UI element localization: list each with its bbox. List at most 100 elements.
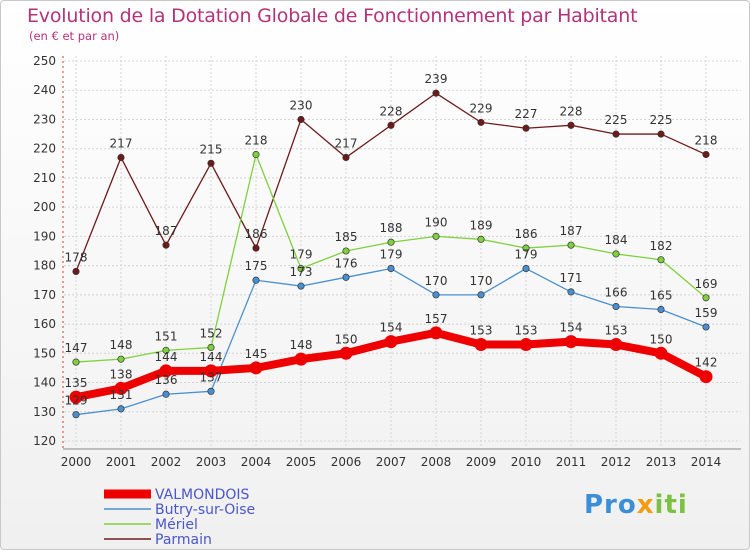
y-tick-label: 130 [33, 405, 56, 419]
data-point [432, 89, 440, 97]
data-point [207, 387, 215, 395]
data-label: 169 [695, 277, 718, 291]
data-label: 138 [110, 367, 133, 381]
data-point [654, 346, 668, 360]
x-tick-label: 2002 [151, 455, 182, 469]
data-labels: 178 217 187 215 186 230 217 228 239 229 227 228 225 2… [65, 72, 718, 408]
data-label: 185 [335, 230, 358, 244]
data-label: 179 [290, 248, 313, 262]
data-point [207, 159, 215, 167]
data-point [162, 241, 170, 249]
y-tick-label: 250 [33, 54, 56, 68]
data-point [162, 390, 170, 398]
data-point [252, 150, 260, 159]
data-point [297, 282, 305, 290]
data-point [429, 326, 443, 340]
data-point [204, 364, 218, 378]
data-point [657, 256, 665, 264]
data-label: 182 [650, 239, 673, 253]
data-label: 228 [380, 104, 403, 118]
data-label: 148 [110, 338, 133, 352]
data-label: 136 [155, 373, 178, 387]
x-tick-label: 2011 [556, 455, 587, 469]
data-point [609, 338, 623, 352]
data-label: 176 [335, 256, 358, 270]
data-point [207, 343, 215, 352]
data-label: 150 [335, 332, 358, 346]
data-label: 153 [470, 324, 493, 338]
data-label: 175 [245, 259, 268, 273]
data-point [72, 411, 80, 419]
data-label: 229 [470, 101, 493, 115]
data-point [117, 153, 125, 162]
data-label: 239 [425, 72, 448, 86]
x-tick-label: 2008 [421, 455, 452, 469]
data-label: 142 [695, 356, 718, 370]
data-point [477, 291, 485, 299]
data-point [702, 294, 710, 302]
data-label: 153 [515, 324, 538, 338]
data-label: 187 [560, 224, 583, 238]
data-label: 184 [605, 233, 628, 247]
data-label: 166 [605, 286, 628, 300]
data-label: 230 [290, 98, 313, 112]
data-label: 148 [290, 338, 313, 352]
data-label: 228 [560, 104, 583, 118]
y-tick-label: 190 [33, 229, 56, 243]
data-point [387, 264, 395, 273]
data-point [342, 273, 350, 281]
y-tick-label: 140 [33, 376, 56, 390]
data-label: 153 [605, 324, 628, 338]
proxiti-logo: Proxiti [584, 490, 688, 520]
data-label: 217 [110, 136, 133, 150]
data-point [612, 302, 620, 311]
data-label: 178 [65, 250, 88, 264]
data-point [612, 250, 620, 258]
data-label: 218 [695, 134, 718, 148]
data-label: 179 [515, 248, 538, 262]
data-point [252, 244, 260, 252]
y-tick-label: 160 [33, 317, 56, 331]
y-tick-label: 230 [33, 112, 56, 126]
data-label: 218 [245, 134, 268, 148]
data-label: 186 [515, 227, 538, 241]
data-point [564, 335, 578, 349]
data-point [474, 338, 488, 352]
data-point [522, 244, 530, 252]
x-tick-label: 2000 [61, 455, 92, 469]
data-label: 189 [470, 218, 493, 232]
y-tick-label: 170 [33, 288, 56, 302]
y-tick-label: 240 [33, 83, 56, 97]
data-point [342, 247, 350, 255]
data-point [117, 405, 125, 413]
data-label: 144 [200, 350, 223, 364]
x-tick-label: 2006 [331, 455, 362, 469]
data-point [297, 115, 305, 124]
x-tick-label: 2003 [196, 455, 227, 469]
data-label: 225 [650, 113, 673, 127]
data-point [252, 276, 260, 284]
legend-label: Butry-sur-Oise [155, 502, 255, 518]
x-tick-label: 2001 [106, 455, 137, 469]
data-point [387, 238, 395, 246]
data-label: 227 [515, 107, 538, 121]
data-point [657, 305, 665, 314]
x-tick-label: 2004 [241, 455, 272, 469]
grid [64, 56, 741, 446]
data-label: 171 [560, 271, 583, 285]
legend-label: VALMONDOIS [155, 487, 250, 503]
data-label: 170 [470, 274, 493, 288]
x-tick-label: 2007 [376, 455, 407, 469]
data-point [387, 121, 395, 129]
y-tick-label: 150 [33, 346, 56, 360]
data-label: 225 [605, 113, 628, 127]
data-point [69, 390, 83, 404]
data-point [477, 235, 485, 243]
data-label: 190 [425, 215, 448, 229]
data-point [567, 121, 575, 129]
data-point [519, 338, 533, 352]
data-point [114, 381, 128, 395]
